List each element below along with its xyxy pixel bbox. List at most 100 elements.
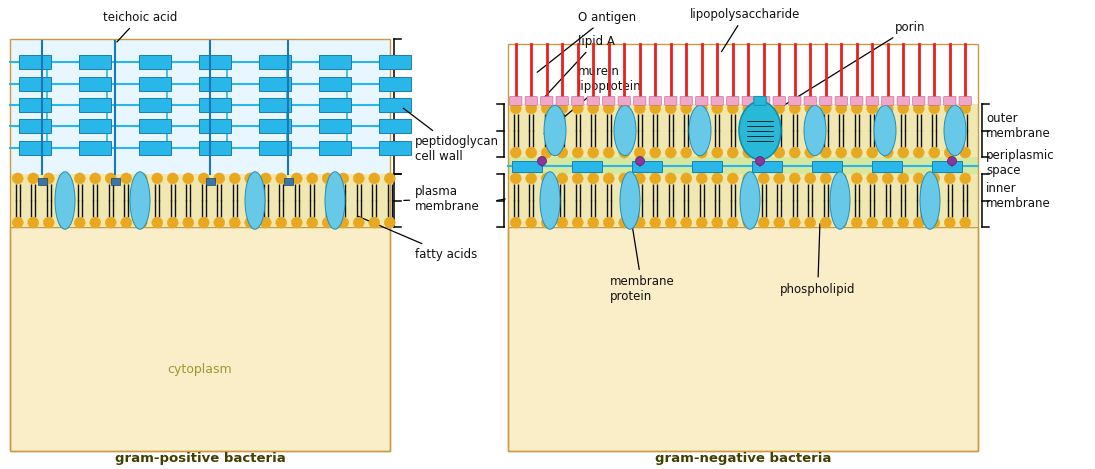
FancyBboxPatch shape [572,97,584,106]
FancyBboxPatch shape [695,97,708,106]
Circle shape [789,103,800,114]
FancyBboxPatch shape [632,160,662,172]
FancyBboxPatch shape [319,76,351,91]
Circle shape [898,173,909,184]
Circle shape [354,217,365,228]
Circle shape [666,173,677,184]
Circle shape [526,173,537,184]
Circle shape [944,103,955,114]
Text: teichoic acid: teichoic acid [103,10,177,42]
FancyBboxPatch shape [851,97,863,106]
Circle shape [681,217,692,228]
Circle shape [867,103,878,114]
Text: gram-positive bacteria: gram-positive bacteria [115,452,286,465]
FancyBboxPatch shape [111,178,119,185]
Circle shape [105,217,116,228]
Text: outer
membrane: outer membrane [986,112,1051,139]
Circle shape [261,173,272,184]
FancyBboxPatch shape [692,160,722,172]
FancyBboxPatch shape [758,97,770,106]
Circle shape [384,217,395,228]
Circle shape [898,217,909,228]
Circle shape [634,103,645,114]
FancyBboxPatch shape [19,76,51,91]
FancyBboxPatch shape [508,157,978,174]
Ellipse shape [544,106,566,156]
Circle shape [588,217,599,228]
Circle shape [619,217,630,228]
Circle shape [120,217,131,228]
Circle shape [556,147,567,158]
Circle shape [541,147,552,158]
Circle shape [756,157,764,166]
Circle shape [245,173,256,184]
Circle shape [681,103,692,114]
Circle shape [307,173,318,184]
Circle shape [510,147,521,158]
Circle shape [90,217,101,228]
Circle shape [929,173,940,184]
Ellipse shape [620,172,639,229]
Text: lipopolysaccharide: lipopolysaccharide [690,8,800,52]
Ellipse shape [830,172,850,229]
Circle shape [742,217,753,228]
Circle shape [152,217,163,228]
FancyBboxPatch shape [742,97,754,106]
Circle shape [820,173,831,184]
FancyBboxPatch shape [872,160,902,172]
Text: cytoplasm: cytoplasm [168,363,232,376]
Circle shape [214,173,224,184]
Circle shape [229,173,240,184]
FancyBboxPatch shape [572,160,602,172]
Circle shape [27,217,38,228]
Circle shape [573,173,584,184]
Circle shape [929,217,940,228]
FancyBboxPatch shape [139,141,171,155]
Circle shape [649,147,660,158]
Circle shape [510,103,521,114]
Circle shape [851,173,862,184]
FancyBboxPatch shape [319,141,351,155]
Text: membrane
protein: membrane protein [610,215,675,303]
Text: murein
lipoprotein: murein lipoprotein [544,65,642,134]
Circle shape [851,147,862,158]
Circle shape [947,157,957,166]
FancyBboxPatch shape [79,76,111,91]
Circle shape [681,147,692,158]
Circle shape [384,173,395,184]
Ellipse shape [614,106,636,156]
Circle shape [867,173,878,184]
FancyBboxPatch shape [10,174,390,227]
FancyBboxPatch shape [711,97,724,106]
Text: periplasmic
space: periplasmic space [986,149,1054,176]
Circle shape [727,103,738,114]
Circle shape [712,173,723,184]
Circle shape [136,217,147,228]
FancyBboxPatch shape [10,39,390,174]
FancyBboxPatch shape [79,119,111,133]
Circle shape [619,103,630,114]
Text: peptidoglycan
cell wall: peptidoglycan cell wall [403,108,499,163]
Circle shape [727,173,738,184]
FancyBboxPatch shape [379,76,411,91]
Circle shape [898,147,909,158]
Circle shape [603,217,614,228]
Circle shape [603,147,614,158]
Circle shape [944,147,955,158]
Circle shape [588,103,599,114]
FancyBboxPatch shape [819,97,832,106]
Circle shape [43,173,55,184]
FancyBboxPatch shape [10,227,390,451]
Circle shape [12,173,23,184]
Ellipse shape [130,172,150,229]
Circle shape [556,173,567,184]
FancyBboxPatch shape [788,97,800,106]
Circle shape [276,217,287,228]
Circle shape [742,103,753,114]
FancyBboxPatch shape [379,141,411,155]
FancyBboxPatch shape [665,97,677,106]
FancyBboxPatch shape [812,160,842,172]
FancyBboxPatch shape [944,97,956,106]
FancyBboxPatch shape [509,97,522,106]
Circle shape [510,217,521,228]
